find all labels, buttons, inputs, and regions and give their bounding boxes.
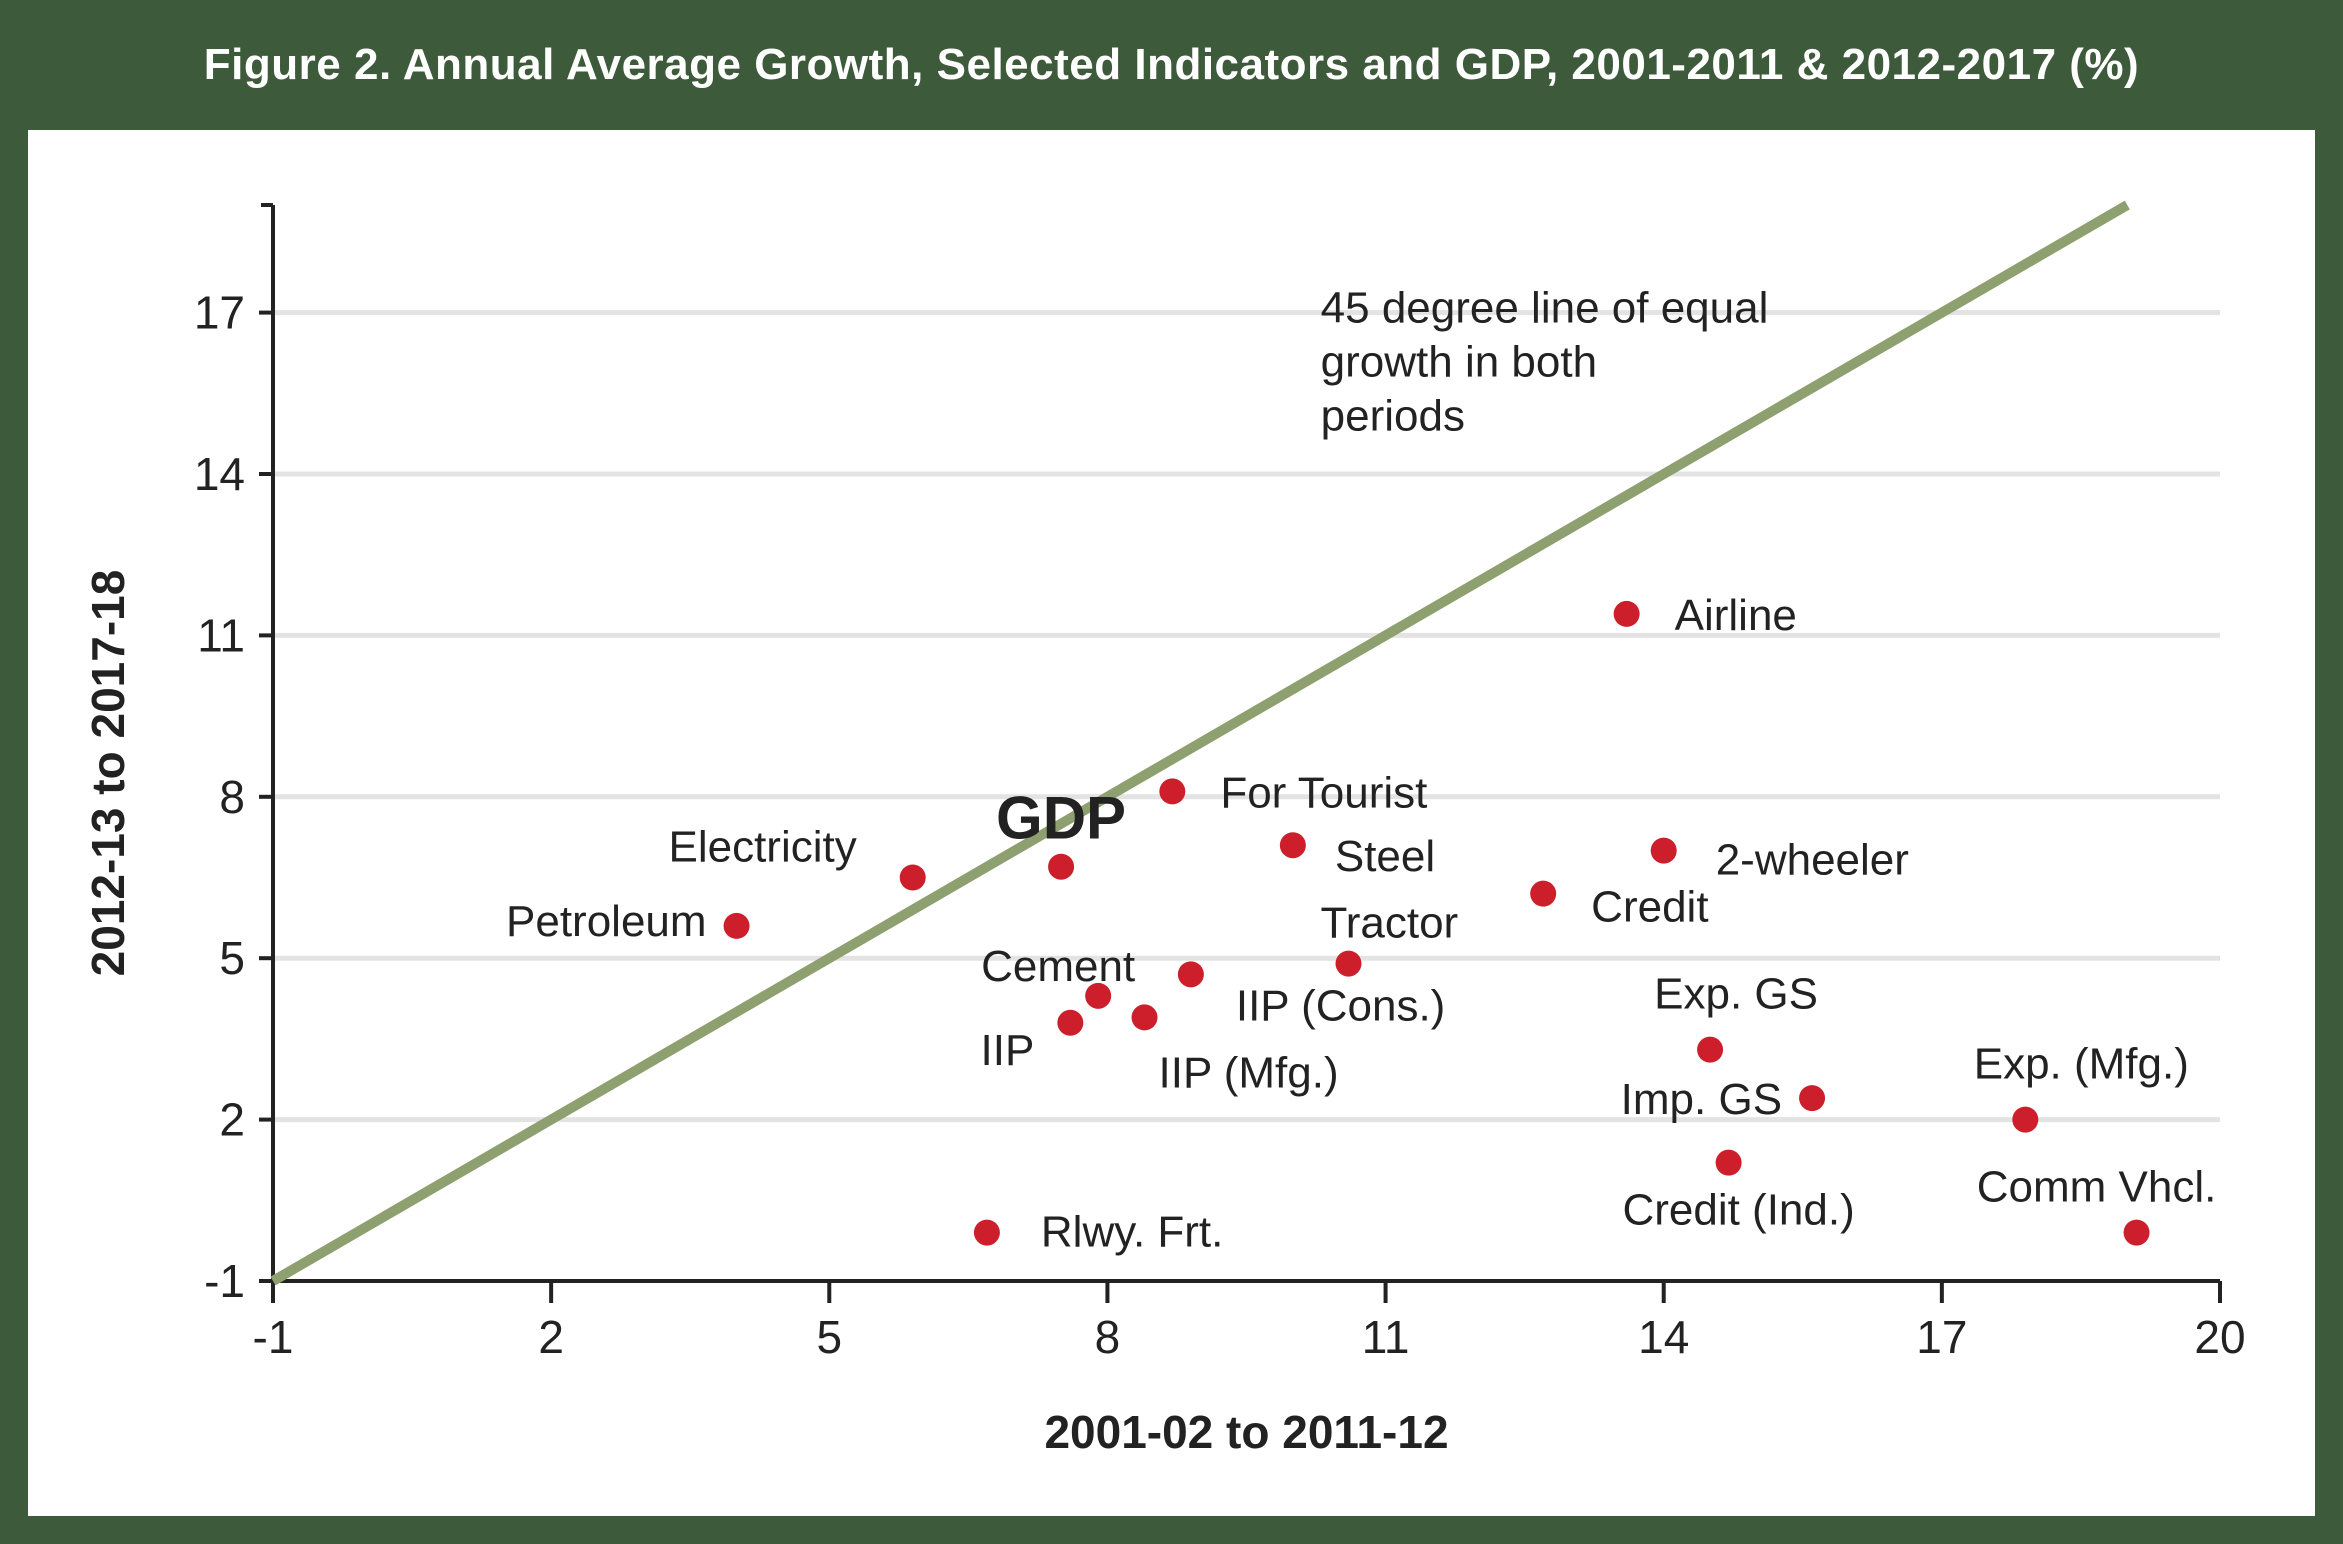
- point-steel: [1279, 832, 1306, 859]
- label-petroleum: Petroleum: [506, 897, 707, 946]
- figure-header: Figure 2. Annual Average Growth, Selecte…: [0, 0, 2343, 130]
- tick-labels: -1 2 5 8 11 14 17 -1 2 5 8 11 14 17 20: [194, 287, 2246, 1363]
- label-cement: Cement: [981, 942, 1135, 991]
- point-labels: Airline For Tourist Steel 2-wheeler GDP Elect…: [506, 591, 2216, 1257]
- x-tick-label: 17: [1916, 1311, 1967, 1363]
- y-tick-label: 17: [194, 287, 245, 339]
- label-iip: IIP: [981, 1026, 1035, 1075]
- axes: [259, 203, 2222, 1303]
- x-tick-label: 20: [2194, 1311, 2245, 1363]
- point-electricity: [899, 864, 926, 891]
- y-tick-label: -1: [204, 1255, 245, 1307]
- point-credit: [1530, 880, 1557, 907]
- x-tick-label: -1: [253, 1311, 294, 1363]
- point-cement: [1085, 982, 1112, 1009]
- x-axis-label: 2001-02 to 2011-12: [1044, 1406, 1448, 1458]
- label-credit: Credit: [1591, 883, 1708, 932]
- point-for-tourist: [1159, 778, 1186, 805]
- chart-panel: -1 2 5 8 11 14 17 -1 2 5 8 11 14 17 20 Airline For Tour…: [28, 130, 2315, 1516]
- label-steel: Steel: [1335, 832, 1435, 881]
- reference-line: [270, 200, 2130, 1286]
- x-tick-label: 14: [1638, 1311, 1689, 1363]
- y-axis-label: 2012-13 to 2017-18: [82, 570, 134, 977]
- point-iip-cons: [1177, 961, 1204, 988]
- label-exp-gs: Exp. GS: [1654, 970, 1818, 1019]
- y-tick-label: 5: [219, 932, 245, 984]
- label-exp-mfg: Exp. (Mfg.): [1974, 1040, 2189, 1089]
- point-rlwy-frt: [973, 1219, 1000, 1246]
- label-imp-gs: Imp. GS: [1621, 1075, 1782, 1124]
- annotation-line: periods: [1321, 392, 1465, 441]
- label-tractor: Tractor: [1320, 899, 1458, 948]
- label-iip-mfg: IIP (Mfg.): [1159, 1048, 1339, 1097]
- scatter-chart: -1 2 5 8 11 14 17 -1 2 5 8 11 14 17 20 Airline For Tour…: [82, 200, 2246, 1458]
- y-tick-label: 2: [219, 1094, 245, 1146]
- point-exp-mfg: [2012, 1106, 2039, 1133]
- x-tick-label: 8: [1095, 1311, 1121, 1363]
- point-2-wheeler: [1650, 837, 1677, 864]
- label-comm-vhcl: Comm Vhcl.: [1977, 1163, 2217, 1212]
- x-tick-label: 2: [538, 1311, 564, 1363]
- point-credit-ind: [1715, 1149, 1742, 1176]
- point-exp-gs: [1697, 1036, 1724, 1063]
- point-petroleum: [723, 912, 750, 939]
- label-gdp: GDP: [996, 785, 1126, 852]
- reference-line-annotation: 45 degree line of equal growth in both per…: [1321, 284, 1769, 441]
- reference-line-group: [270, 200, 2130, 1286]
- label-credit-ind: Credit (Ind.): [1622, 1186, 1854, 1235]
- point-comm-vhcl: [2123, 1219, 2150, 1246]
- label-airline: Airline: [1675, 591, 1797, 640]
- label-iip-cons: IIP (Cons.): [1236, 981, 1445, 1030]
- annotation-line: 45 degree line of equal: [1321, 284, 1769, 333]
- point-tractor: [1335, 950, 1362, 977]
- label-2-wheeler: 2-wheeler: [1716, 836, 1909, 885]
- grid-lines: [273, 310, 2220, 1123]
- point-iip-mfg: [1131, 1004, 1158, 1031]
- point-iip: [1057, 1009, 1084, 1036]
- chart-title: Figure 2. Annual Average Growth, Selecte…: [203, 40, 2140, 89]
- label-for-tourist: For Tourist: [1220, 768, 1427, 817]
- y-tick-label: 8: [219, 771, 245, 823]
- label-electricity: Electricity: [668, 823, 856, 872]
- x-tick-label: 5: [816, 1311, 842, 1363]
- x-tick-label: 11: [1362, 1311, 1410, 1363]
- annotation-line: growth in both: [1321, 338, 1597, 387]
- point-airline: [1613, 600, 1640, 627]
- y-tick-label: 14: [194, 448, 245, 500]
- point-gdp: [1048, 853, 1075, 880]
- data-points: [723, 600, 2150, 1246]
- point-imp-gs: [1799, 1085, 1826, 1112]
- y-tick-label: 11: [197, 609, 245, 661]
- label-rlwy-frt: Rlwy. Frt.: [1041, 1208, 1224, 1257]
